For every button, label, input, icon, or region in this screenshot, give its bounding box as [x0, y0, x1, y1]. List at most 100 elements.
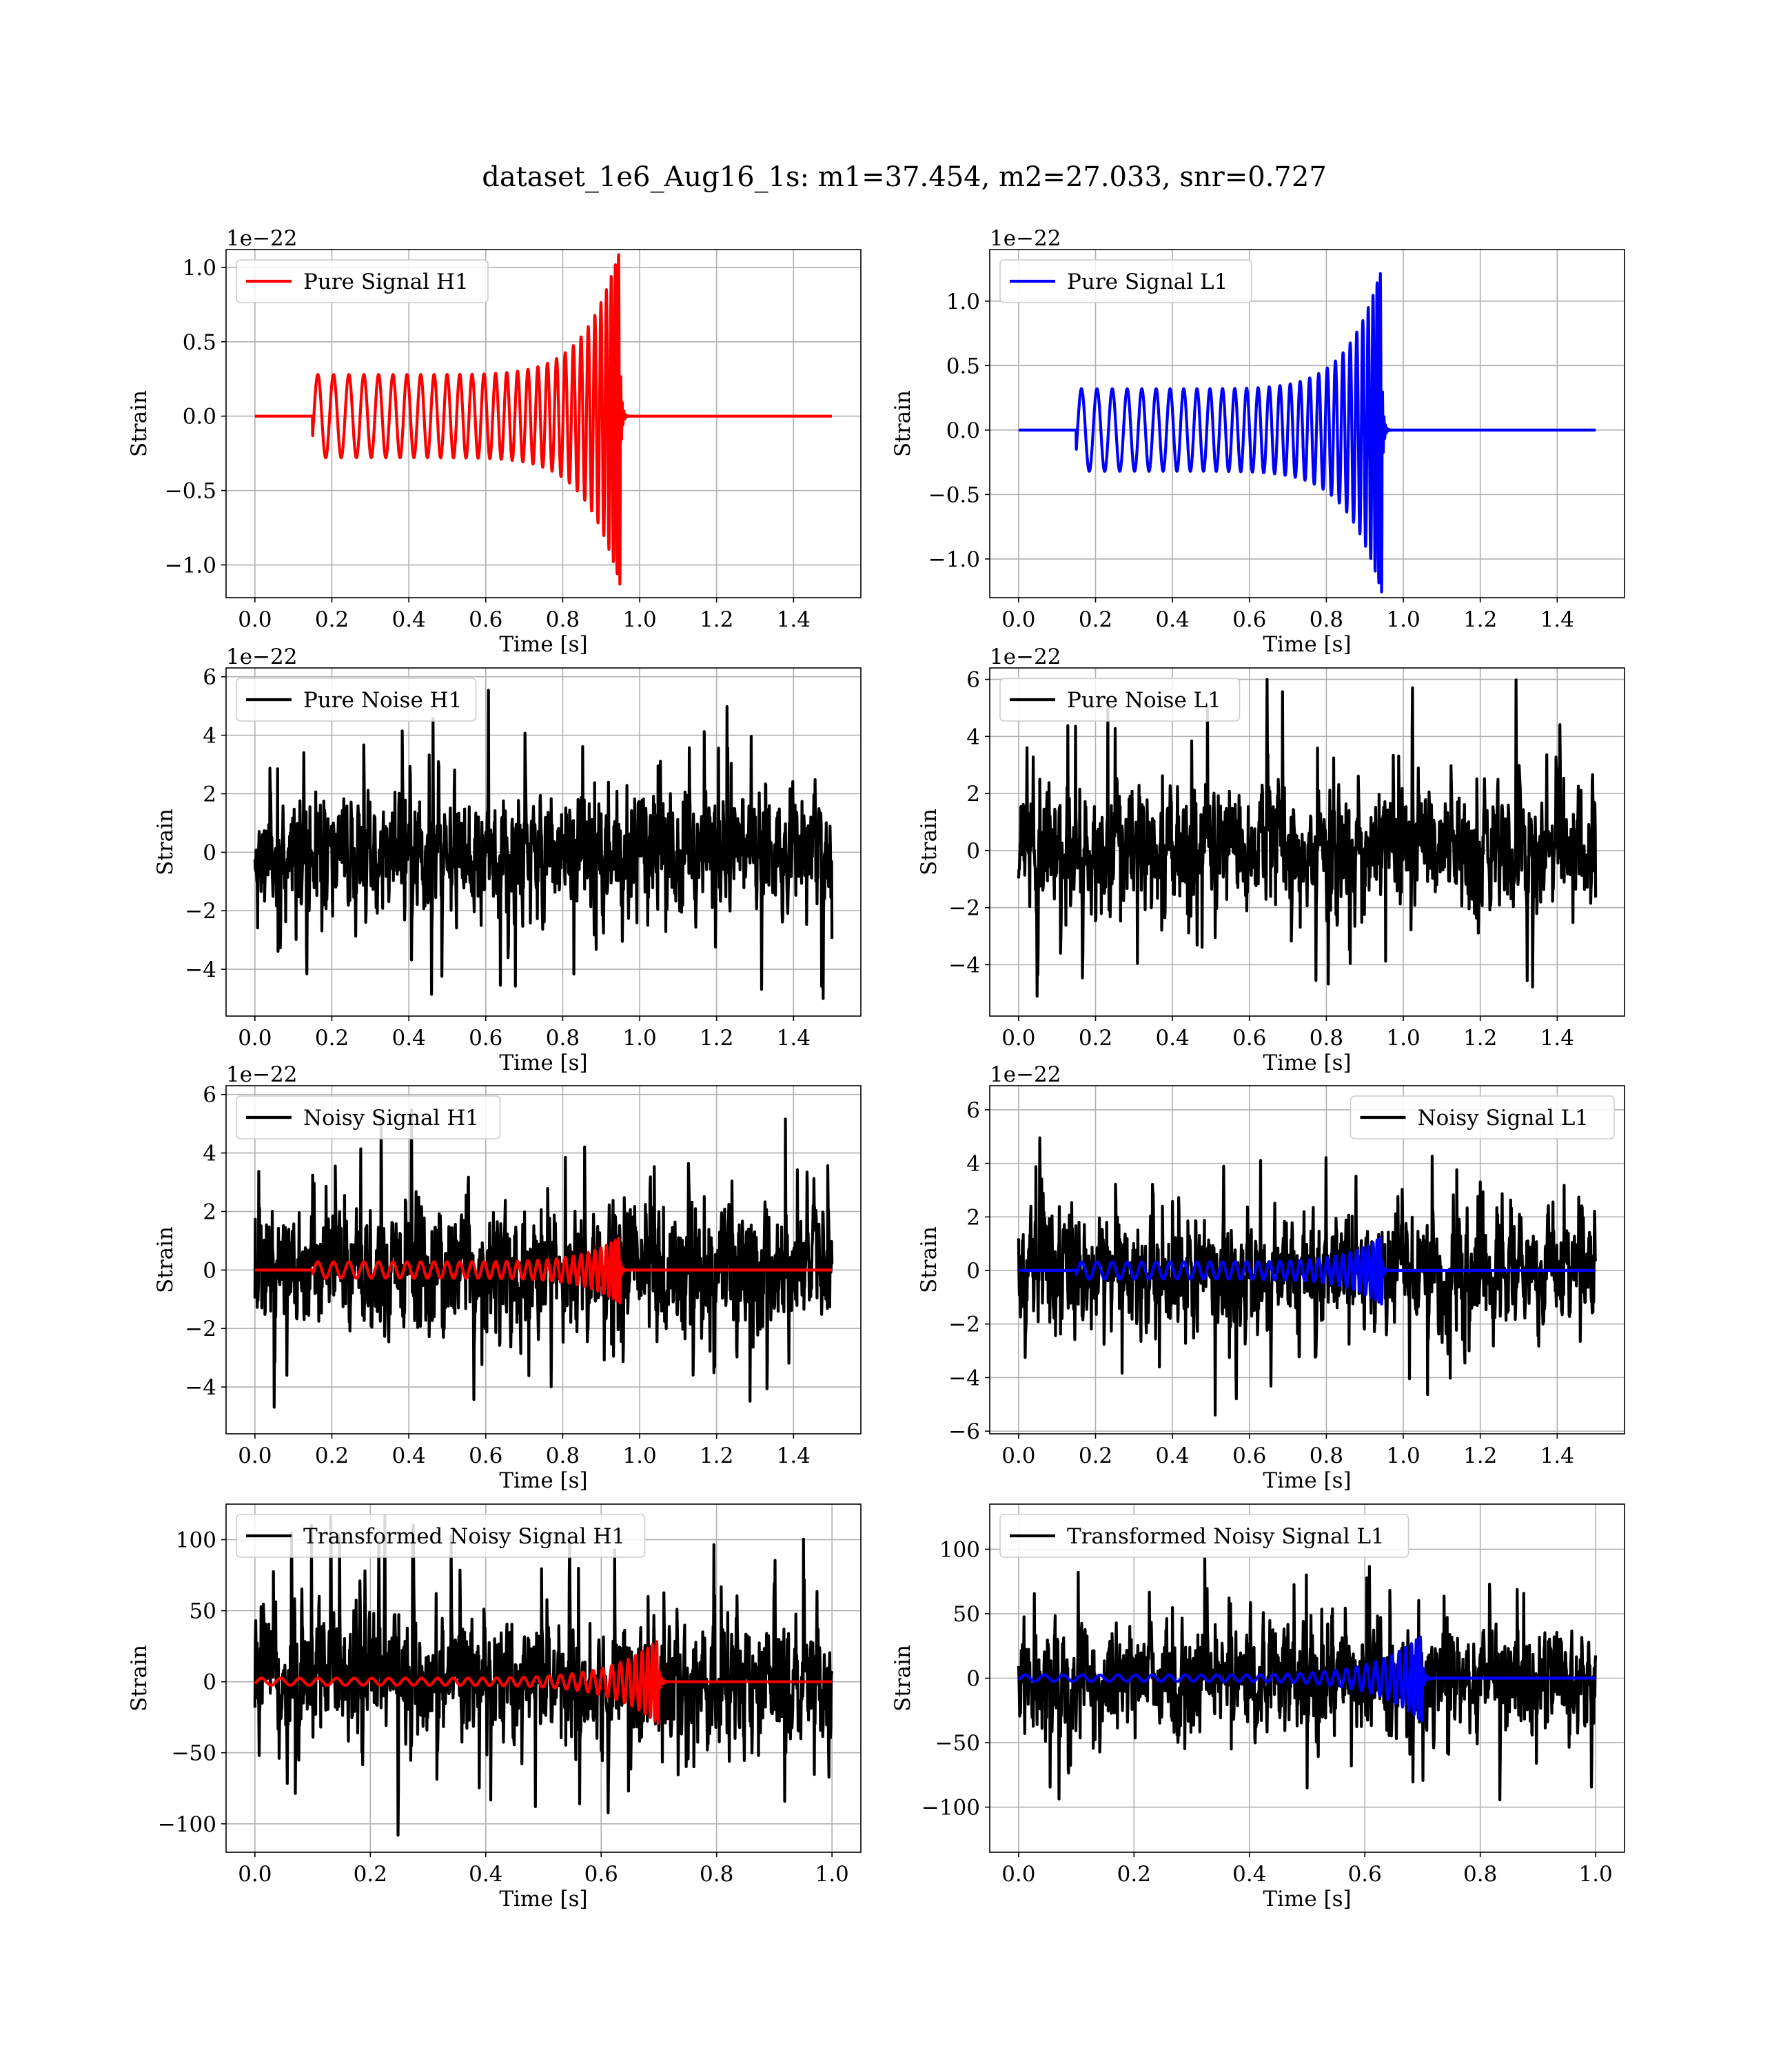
plot-area [1017, 678, 1598, 998]
x-tick-label: 1.2 [1463, 1443, 1497, 1468]
legend-box [999, 678, 1241, 722]
x-tick-label: 0.6 [1348, 1862, 1382, 1887]
x-tick-label: 0.0 [1001, 1862, 1035, 1887]
x-tick-label: 1.4 [777, 607, 811, 632]
y-tick-label: 0 [966, 1667, 980, 1692]
y-axis-label: Strain [127, 390, 152, 457]
y-tick-label: 0.5 [946, 354, 980, 378]
x-tick-label: 0.8 [546, 1026, 580, 1051]
y-tick-label: −4 [948, 1366, 980, 1390]
series-line-pure-noise-l1 [1017, 678, 1598, 998]
x-tick-label: 1.4 [777, 1443, 811, 1468]
y-tick-label: 0.0 [946, 418, 980, 443]
x-tick-label: 0.8 [546, 607, 580, 632]
x-axis-label: Time [s] [499, 1887, 587, 1912]
legend-label: Pure Noise H1 [303, 688, 462, 713]
y-tick-label: 50 [190, 1599, 216, 1624]
x-axis-label: Time [s] [1263, 1468, 1351, 1493]
y-tick-label: 4 [966, 724, 980, 749]
legend: Transformed Noisy Signal H1 [236, 1514, 646, 1558]
y-tick-label: −4 [185, 1375, 216, 1400]
legend-label: Pure Signal H1 [303, 270, 469, 294]
x-tick-label: 0.2 [354, 1862, 387, 1887]
y-tick-label: 0 [203, 1670, 216, 1695]
y-tick-label: 6 [203, 1083, 216, 1108]
series-line-signal-overlay-1 [254, 1237, 833, 1305]
x-tick-label: 0.8 [546, 1443, 580, 1468]
x-tick-label: 0.2 [1079, 1026, 1112, 1051]
y-tick-label: 2 [966, 1205, 980, 1230]
legend-box [236, 1095, 501, 1139]
axis-offset-text: 1e−22 [226, 645, 298, 669]
x-tick-label: 1.4 [1540, 607, 1574, 632]
x-tick-label: 1.4 [1540, 1443, 1574, 1468]
x-tick-label: 0.4 [391, 1026, 425, 1051]
x-tick-label: 0.4 [469, 1862, 502, 1887]
legend-label: Pure Signal L1 [1067, 270, 1228, 294]
x-tick-label: 0.6 [1232, 1026, 1266, 1051]
y-tick-label: −4 [185, 957, 216, 982]
subplot-noisy-signal-l1: 0.0 0.2 0.4 0.6 0.8 1.0 1.2 1.4 −6 −4 −2 0 2 4 6 Time [… [917, 1062, 1625, 1493]
x-tick-label: 0.2 [315, 1443, 349, 1468]
y-tick-label: 1.0 [946, 290, 980, 314]
y-tick-label: −50 [172, 1741, 216, 1766]
x-tick-label: 0.6 [1232, 1443, 1266, 1468]
y-tick-label: −100 [158, 1812, 216, 1837]
subplot-pure-noise-h1: 0.0 0.2 0.4 0.6 0.8 1.0 1.2 1.4 −4 −2 0 2 4 6 Time [s]… [153, 645, 862, 1075]
y-tick-label: −1.0 [165, 554, 216, 578]
x-tick-label: 1.0 [1386, 1026, 1420, 1051]
legend: Pure Noise H1 [236, 678, 477, 722]
x-tick-label: 0.0 [238, 1443, 272, 1468]
plot-area [1017, 272, 1597, 594]
plot-area [253, 1108, 834, 1409]
y-tick-label: 1.0 [183, 256, 216, 281]
axes-frame [225, 667, 862, 1017]
y-axis-label: Strain [890, 390, 915, 457]
axes-frame [225, 249, 862, 598]
legend: Noisy Signal H1 [236, 1095, 501, 1139]
legend-box [236, 1514, 646, 1558]
y-tick-label: 6 [966, 1098, 980, 1123]
legend: Pure Noise L1 [999, 678, 1241, 722]
x-tick-label: 1.2 [700, 1443, 733, 1468]
subplot-noisy-signal-h1: 0.0 0.2 0.4 0.6 0.8 1.0 1.2 1.4 −4 −2 0 2 4 6 Time [s]… [153, 1062, 862, 1493]
series-line-pure-signal-h1 [254, 253, 833, 586]
y-tick-label: −4 [948, 953, 980, 977]
legend-label: Noisy Signal H1 [303, 1106, 479, 1131]
x-tick-label: 0.0 [238, 607, 272, 632]
x-tick-label: 0.2 [315, 1026, 349, 1051]
y-tick-label: −50 [935, 1731, 980, 1756]
x-tick-label: 1.4 [777, 1026, 811, 1051]
legend: Pure Signal H1 [236, 259, 489, 303]
x-tick-label: 0.0 [1001, 1026, 1035, 1051]
y-tick-label: 4 [203, 724, 216, 749]
x-tick-label: 0.8 [1463, 1862, 1497, 1887]
y-tick-label: 0 [966, 1259, 980, 1284]
x-tick-label: 0.4 [1155, 1443, 1189, 1468]
x-tick-label: 0.4 [1155, 1026, 1189, 1051]
subplot-grid: 0.0 0.2 0.4 0.6 0.8 1.0 1.2 1.4 −1.0 −0.5 0.0 0.5 1.… [127, 226, 1625, 1912]
y-axis-label: Strain [153, 809, 178, 875]
y-tick-label: 4 [966, 1152, 980, 1177]
axis-offset-text: 1e−22 [990, 645, 1061, 669]
x-tick-label: 0.8 [1310, 1026, 1343, 1051]
x-tick-label: 0.4 [1232, 1862, 1266, 1887]
y-tick-label: 0.5 [183, 330, 216, 355]
plot-area [253, 689, 834, 1000]
y-tick-label: 2 [203, 1199, 216, 1224]
x-tick-label: 0.2 [1079, 1443, 1112, 1468]
plot-area [1017, 1557, 1598, 1802]
legend: Noisy Signal L1 [1350, 1095, 1615, 1139]
axes-frame [225, 1085, 862, 1435]
axes-frame [989, 1085, 1625, 1435]
x-tick-label: 0.0 [1001, 607, 1035, 632]
legend-label: Pure Noise L1 [1067, 688, 1221, 713]
y-tick-label: −2 [948, 896, 980, 921]
y-axis-label: Strain [153, 1226, 178, 1293]
x-axis-label: Time [s] [1263, 1051, 1351, 1075]
x-axis-label: Time [s] [1263, 1887, 1351, 1912]
x-tick-label: 0.0 [1001, 1443, 1035, 1468]
y-tick-label: −0.5 [165, 479, 216, 504]
x-tick-label: 0.6 [469, 1026, 502, 1051]
legend-label: Noisy Signal L1 [1418, 1106, 1589, 1131]
